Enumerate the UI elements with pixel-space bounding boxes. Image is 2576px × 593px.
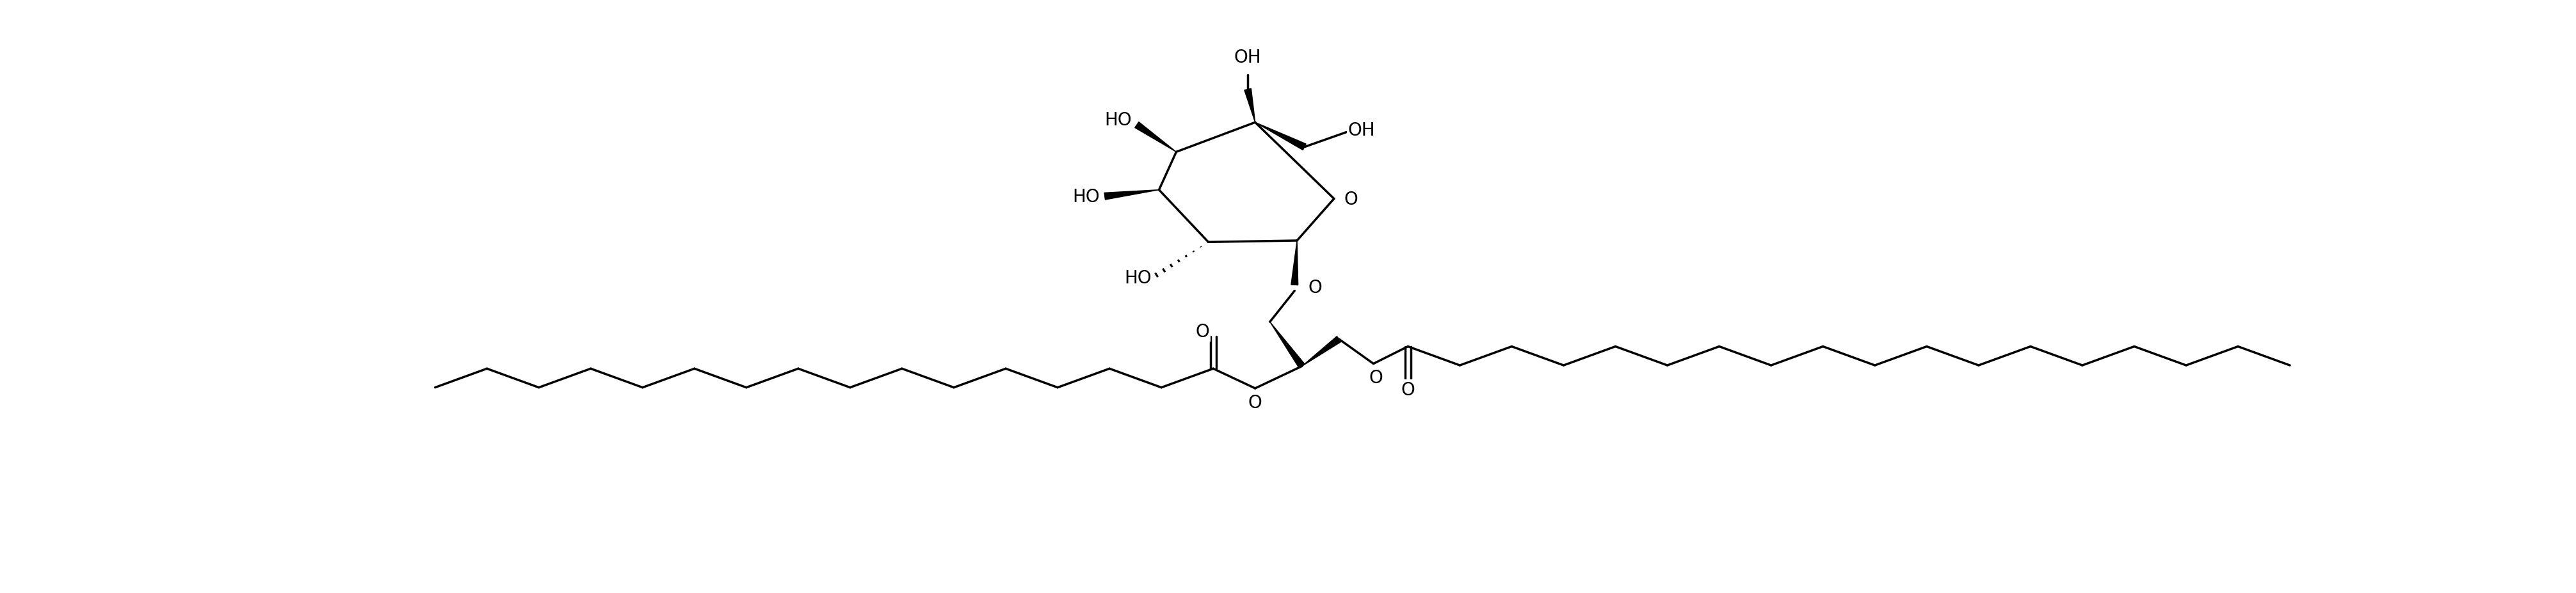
Polygon shape <box>1105 190 1159 200</box>
Text: HO: HO <box>1123 269 1151 287</box>
Polygon shape <box>1301 337 1342 366</box>
Polygon shape <box>1255 123 1306 151</box>
Text: O: O <box>1195 323 1208 341</box>
Text: O: O <box>1401 381 1414 398</box>
Polygon shape <box>1291 241 1298 285</box>
Text: O: O <box>1368 369 1383 387</box>
Polygon shape <box>1270 322 1306 368</box>
Text: HO: HO <box>1072 187 1100 206</box>
Text: OH: OH <box>1347 121 1376 139</box>
Polygon shape <box>1244 89 1255 123</box>
Text: O: O <box>1309 279 1321 296</box>
Polygon shape <box>1136 122 1177 152</box>
Text: O: O <box>1345 190 1358 208</box>
Text: O: O <box>1249 393 1262 412</box>
Text: OH: OH <box>1234 49 1262 66</box>
Text: HO: HO <box>1105 111 1131 129</box>
